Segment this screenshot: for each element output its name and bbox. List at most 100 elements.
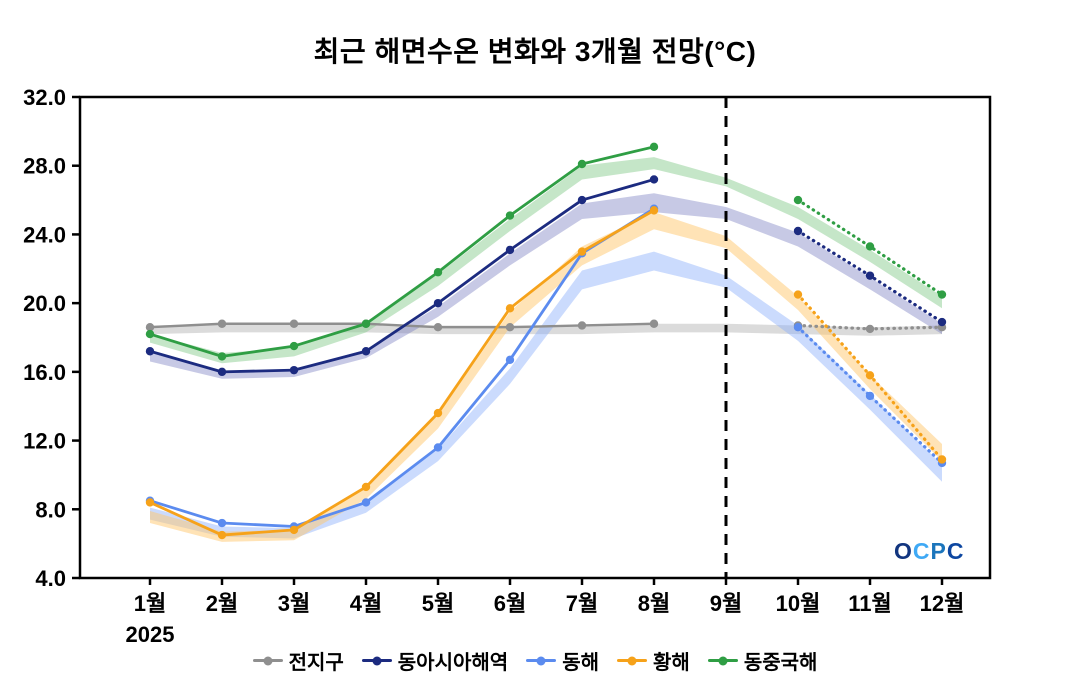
marker-forecast-yellow-sea (865, 371, 875, 380)
legend-item-global: 전지구 (252, 646, 344, 675)
ocpc-logo-letter: P (930, 538, 947, 564)
line-observed-east-china-sea (149, 145, 655, 358)
marker-observed-east-asia (505, 245, 515, 255)
marker-forecast-east-asia (793, 226, 803, 236)
band-east-china-sea (150, 157, 942, 364)
marker-observed-global (217, 319, 227, 328)
legend-label-global: 전지구 (288, 652, 344, 674)
band-global (150, 323, 942, 336)
marker-observed-east-china-sea (217, 352, 227, 361)
marker-observed-east-asia (433, 298, 443, 308)
y-tick-label: 4.0 (35, 566, 66, 591)
marker-observed-yellow-sea (505, 304, 515, 313)
marker-observed-east-china-sea (145, 329, 155, 339)
legend-item-yellow-sea: 황해 (617, 646, 690, 675)
marker-observed-yellow-sea (649, 206, 659, 215)
marker-observed-global (577, 321, 587, 330)
x-tick-label: 5월 (422, 591, 454, 616)
plot-frame (78, 95, 992, 580)
marker-forecast-east-china-sea (865, 242, 875, 251)
legend-marker-east-china-sea (707, 656, 738, 665)
legend-label-east-sea: 동해 (562, 652, 599, 674)
y-tick-label: 28.0 (23, 154, 66, 179)
marker-observed-east-asia (289, 365, 299, 375)
marker-forecast-yellow-sea (937, 455, 947, 464)
marker-observed-east-asia (649, 175, 659, 184)
legend-item-east-china-sea: 동중국해 (707, 646, 818, 675)
legend-label-east-china-sea: 동중국해 (743, 652, 818, 674)
marker-observed-global (433, 322, 443, 332)
y-tick-label: 12.0 (23, 429, 66, 454)
x-tick-label: 7월 (566, 591, 598, 616)
x-tick-label: 1월 (134, 591, 166, 616)
line-observed-east-asia (149, 178, 655, 374)
legend-item-east-asia: 동아시아해역 (361, 646, 509, 675)
marker-forecast-east-china-sea (937, 290, 947, 299)
marker-observed-east-sea (505, 355, 515, 365)
marker-observed-yellow-sea (577, 247, 587, 256)
marker-forecast-east-china-sea (793, 195, 803, 205)
ocpc-logo-letter: C (946, 538, 965, 564)
marker-observed-yellow-sea (145, 498, 155, 507)
line-observed-east-sea (149, 207, 655, 528)
marker-observed-east-china-sea (433, 268, 443, 277)
marker-observed-global (505, 322, 515, 332)
marker-observed-global (145, 322, 155, 332)
legend-marker-yellow-sea (617, 656, 647, 665)
marker-observed-east-sea (217, 518, 227, 528)
marker-observed-east-asia (145, 347, 155, 356)
ocpc-logo-letter: O (894, 538, 913, 564)
ocpc-logo-letter: C (912, 538, 931, 564)
legend-marker-east-sea (526, 656, 557, 665)
x-axis-year-label: 2025 (126, 622, 175, 647)
legend-label-yellow-sea: 황해 (653, 652, 690, 674)
marker-observed-east-sea (433, 443, 443, 452)
x-tick-label: 3월 (278, 591, 310, 616)
legend-item-east-sea: 동해 (526, 646, 599, 675)
y-tick-label: 32.0 (23, 85, 66, 110)
marker-observed-east-china-sea (577, 159, 587, 169)
marker-observed-yellow-sea (433, 408, 443, 418)
band-east-asia (150, 193, 942, 379)
x-tick-label: 12월 (920, 591, 965, 616)
marker-forecast-yellow-sea (793, 290, 803, 299)
legend-marker-east-asia (361, 656, 392, 665)
marker-forecast-global (865, 324, 875, 334)
x-tick-label: 2월 (206, 591, 238, 616)
line-observed-yellow-sea (149, 209, 655, 537)
marker-observed-east-sea (361, 498, 371, 507)
y-tick-label: 24.0 (23, 222, 66, 247)
x-tick-label: 4월 (350, 591, 382, 616)
x-tick-label: 9월 (710, 591, 742, 616)
marker-observed-yellow-sea (217, 530, 227, 540)
line-observed-global (149, 322, 655, 329)
x-tick-label: 8월 (638, 591, 670, 616)
marker-observed-east-asia (361, 347, 371, 356)
marker-observed-yellow-sea (289, 525, 299, 535)
marker-observed-global (649, 319, 659, 328)
ocpc-logo: OCPC (894, 538, 964, 565)
marker-observed-global (289, 319, 299, 328)
marker-observed-east-china-sea (361, 319, 371, 328)
x-tick-label: 11월 (848, 591, 892, 616)
chart-title: 최근 해면수온 변화와 3개월 전망(°C) (313, 36, 757, 67)
marker-forecast-east-asia (865, 271, 875, 280)
y-tick-label: 16.0 (23, 360, 66, 385)
y-tick-label: 20.0 (23, 291, 66, 316)
y-tick-label: 8.0 (35, 497, 66, 522)
marker-observed-yellow-sea (361, 482, 371, 492)
marker-observed-east-asia (217, 367, 227, 377)
legend-label-east-asia: 동아시아해역 (397, 652, 509, 674)
x-tick-label: 10월 (776, 591, 821, 616)
x-tick-label: 6월 (494, 591, 526, 616)
marker-forecast-east-asia (937, 317, 947, 327)
marker-observed-east-china-sea (649, 142, 659, 152)
chart-legend: 전지구 동아시아해역 동해 황해 동중국해 (0, 646, 1070, 675)
marker-observed-east-china-sea (289, 341, 299, 351)
marker-forecast-east-sea (793, 322, 803, 332)
legend-marker-global (252, 656, 283, 665)
marker-forecast-east-sea (865, 391, 875, 401)
marker-observed-east-asia (577, 195, 587, 205)
